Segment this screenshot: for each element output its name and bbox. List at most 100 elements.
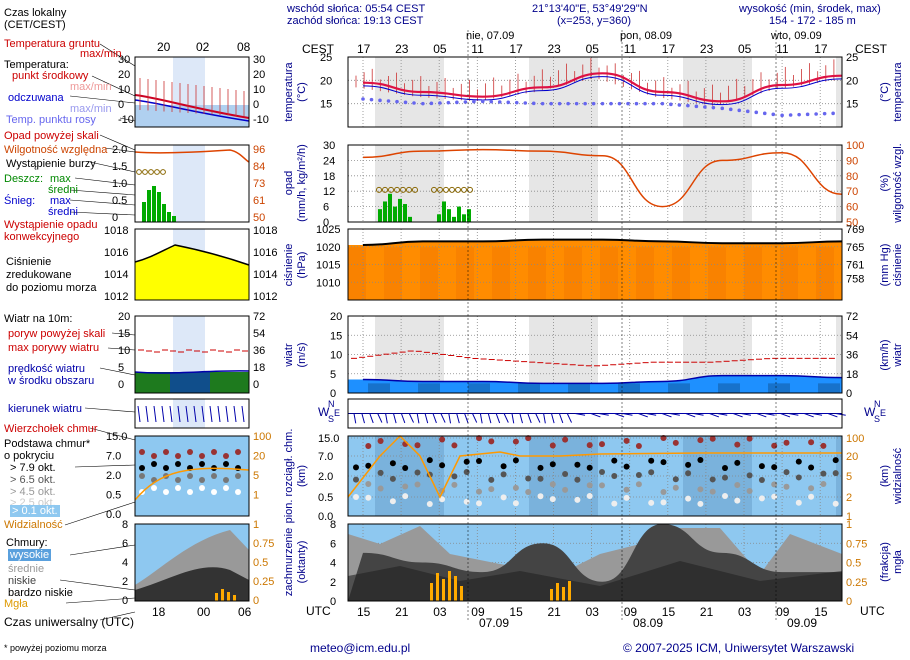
- cloud-base-dot: [832, 500, 839, 507]
- wind-arrow: [400, 413, 406, 424]
- legend-cloud-dot: [187, 449, 193, 455]
- axis-unit: (oktanty): [296, 541, 308, 584]
- legend-connector: [99, 611, 136, 621]
- rain-bar: [408, 216, 412, 222]
- wind-arrow: [479, 413, 483, 424]
- wind-tick-right: 0: [846, 388, 852, 400]
- legend-pressure-line: [134, 244, 250, 266]
- local-tick: 23: [548, 42, 562, 56]
- legend-fog-bar: [227, 592, 230, 601]
- legend-connector: [69, 95, 136, 104]
- legend-cloud-dot: [235, 473, 241, 479]
- legend-convective: Wystąpienie opadu: [4, 219, 98, 231]
- dew-point: [378, 98, 382, 103]
- legend-dew-area: [135, 105, 249, 127]
- legend-cloud-dot: [163, 465, 169, 471]
- utc-tick: 15: [814, 605, 828, 619]
- dew-point: [514, 100, 519, 105]
- dew-point: [831, 111, 835, 116]
- pressure-stripe: [780, 247, 798, 300]
- legend-humidity-tick: 84: [253, 161, 265, 173]
- dew-point: [626, 101, 630, 106]
- wind-tick-right: 18: [846, 369, 858, 381]
- wind-arrow: [741, 413, 752, 416]
- visibility-tick: 2: [846, 492, 852, 504]
- pressure-tick: 1025: [316, 224, 340, 236]
- fog-bar: [436, 573, 439, 601]
- legend-cl-low: niskie: [8, 575, 37, 587]
- compass-e: E: [334, 408, 340, 418]
- legend-cl-vlow: bardzo niskie: [8, 587, 73, 599]
- panel-frame: [347, 523, 843, 602]
- legend-connector: [119, 117, 136, 122]
- legend-connector: [59, 579, 136, 591]
- cloud-base-dot: [353, 476, 359, 483]
- wind-arrow: [788, 413, 799, 416]
- dew-point: [634, 101, 639, 106]
- legend-wind-speed2: w środku obszaru: [8, 375, 95, 387]
- local-tick: 11: [776, 42, 789, 56]
- storm-marker: [400, 186, 406, 193]
- legend-wind-arrow: [209, 405, 213, 423]
- cloud-base-dot: [820, 442, 827, 449]
- pressure-line: [362, 238, 843, 246]
- cloud-base-dot: [709, 435, 716, 442]
- cover-tick: 2: [330, 577, 336, 589]
- legend-rain-bar: [157, 192, 161, 222]
- wind-arrow: [780, 413, 791, 418]
- legend-local-tick: 08: [237, 40, 251, 54]
- pressure-tick-right: 765: [846, 242, 864, 254]
- wind-arrow: [693, 413, 704, 416]
- wind-tick-right: 36: [846, 350, 858, 362]
- legend-pressure-tick-right: 1014: [253, 269, 277, 281]
- pressure-tick-right: 758: [846, 274, 864, 286]
- utc-tick: 21: [700, 605, 714, 619]
- wind-arrow: [733, 413, 743, 418]
- footer-email[interactable]: meteo@icm.edu.pl: [310, 641, 411, 655]
- very-low-cloud-area: [348, 561, 842, 601]
- legend-humidity-line: [134, 149, 250, 163]
- felt-line: [362, 76, 843, 106]
- precip-tick: 18: [323, 171, 335, 183]
- temp-tick: 15: [320, 99, 332, 111]
- wind-arrow: [590, 413, 601, 418]
- cloud-base-dot: [353, 464, 359, 471]
- cloud-base-dot: [623, 463, 630, 470]
- wind-arrow: [756, 413, 767, 418]
- cloud-base-dot: [525, 488, 532, 495]
- legend-cloud-dot: [235, 449, 241, 455]
- cloud-base-dot: [365, 481, 372, 488]
- wind-tick: 15: [330, 330, 342, 342]
- main-panels: [347, 56, 846, 602]
- cloud-base-dot: [512, 457, 519, 464]
- cloud-base-dot: [451, 481, 458, 488]
- cloud-base-dot: [451, 473, 458, 480]
- visibility-tick: 1: [846, 511, 852, 523]
- panel-frame: [347, 435, 843, 517]
- wind-arrow: [646, 413, 657, 416]
- pressure-stripe: [492, 247, 510, 300]
- night-band: [836, 145, 842, 222]
- fog-bar: [448, 571, 451, 601]
- legend-fog-bar: [215, 593, 218, 601]
- legend-gust-over: poryw powyżej skali: [8, 328, 106, 340]
- legend-wind-line: [134, 370, 250, 374]
- legend-fog-tick: 0: [253, 595, 259, 607]
- cloud-base-dot: [709, 476, 716, 483]
- axis-unit: (m/s): [296, 342, 308, 367]
- legend-wind-tick-right: 72: [253, 311, 265, 323]
- legend-cover-tick: 8: [122, 519, 128, 531]
- wind-arrow: [835, 413, 846, 416]
- footnote: * powyżej poziomu morza: [4, 643, 107, 653]
- cloud-base-dot: [365, 442, 372, 449]
- cloud-base-dot: [439, 462, 446, 469]
- legend-cloud-dot: [151, 461, 157, 467]
- cloud-base-dot: [635, 442, 642, 449]
- wind-arrow: [575, 413, 586, 416]
- wind-arrow: [669, 413, 680, 416]
- wind-arrow: [827, 413, 838, 418]
- legend-cloud-top: Wierzchołek chmur: [4, 423, 98, 435]
- day-label: wto, 09.09: [771, 30, 822, 42]
- legend-connector: [99, 43, 136, 67]
- wind-arrow: [812, 413, 823, 416]
